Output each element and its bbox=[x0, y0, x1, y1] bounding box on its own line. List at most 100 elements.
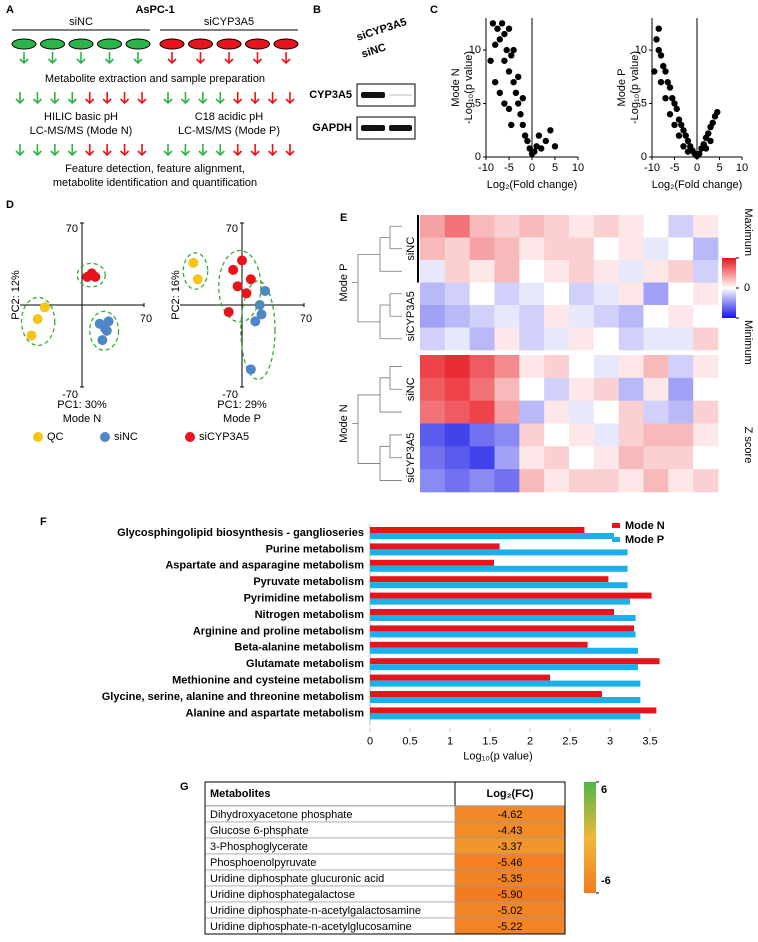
heatmap-cell bbox=[569, 282, 595, 306]
heatmap-cell bbox=[593, 327, 619, 351]
data-point bbox=[671, 100, 678, 107]
arrow bbox=[32, 92, 42, 105]
heatmap-cell bbox=[668, 282, 694, 306]
bar bbox=[370, 549, 628, 556]
category-label: Glutamate metabolism bbox=[246, 658, 364, 670]
arrow bbox=[268, 92, 278, 105]
bar bbox=[370, 697, 641, 703]
heatmap-cell bbox=[693, 237, 719, 261]
heatmap-cell bbox=[668, 469, 694, 493]
data-point bbox=[707, 137, 714, 145]
heatmap-cell bbox=[444, 260, 470, 283]
data-point bbox=[519, 94, 526, 102]
heatmap-cell bbox=[593, 305, 619, 328]
x-axis-label: Log₁₀(p value) bbox=[463, 751, 532, 763]
heatmap-cell bbox=[420, 215, 446, 238]
colorbar-label: Minimum bbox=[742, 320, 754, 365]
x-tick-label: -10 bbox=[478, 162, 494, 174]
group-label: siCYP3A5 bbox=[405, 433, 417, 483]
data-point bbox=[241, 288, 252, 299]
heatmap-cell bbox=[693, 377, 719, 401]
heatmap-cell bbox=[569, 469, 595, 493]
lane-label: siNC bbox=[360, 41, 388, 60]
data-point bbox=[714, 108, 721, 116]
bar bbox=[370, 625, 634, 632]
bar bbox=[370, 691, 602, 697]
heatmap-cell bbox=[618, 423, 644, 447]
panel-label: A bbox=[6, 4, 14, 16]
x-axis-label: PC1: 29% bbox=[217, 399, 267, 411]
heatmap-cell bbox=[420, 469, 446, 493]
workflow-step: HILIC basic pH bbox=[44, 111, 118, 123]
mode-label: Mode N bbox=[338, 404, 350, 443]
data-point bbox=[188, 257, 199, 268]
panel-label: D bbox=[6, 199, 14, 211]
data-point bbox=[669, 94, 676, 102]
data-point bbox=[538, 145, 545, 152]
workflow-step: LC-MS/MS (Mode N) bbox=[30, 125, 133, 137]
heatmap-cell bbox=[593, 446, 619, 470]
data-point bbox=[501, 30, 508, 38]
arrow bbox=[233, 92, 243, 105]
arrow bbox=[102, 144, 112, 157]
legend-swatch bbox=[612, 537, 620, 542]
data-point bbox=[232, 281, 243, 292]
bar bbox=[370, 664, 638, 671]
heatmap-cell bbox=[668, 355, 694, 379]
group-ellipse bbox=[20, 296, 56, 347]
x-tick-label: 2.5 bbox=[562, 736, 577, 748]
blot-frame bbox=[356, 116, 416, 140]
heatmap-cell bbox=[519, 282, 545, 306]
heatmap-cell bbox=[420, 355, 446, 379]
heatmap-cell bbox=[544, 423, 570, 447]
y-tick-label: -70 bbox=[62, 389, 78, 401]
data-point bbox=[492, 41, 499, 48]
workflow-title: AsPC-1 bbox=[135, 4, 174, 16]
data-point bbox=[653, 36, 660, 43]
x-axis-label: Log₂(Fold change) bbox=[652, 179, 743, 191]
heatmap-cell bbox=[643, 469, 669, 493]
bar bbox=[370, 647, 638, 654]
heatmap-cell bbox=[668, 446, 694, 470]
x-tick-label: -10 bbox=[644, 162, 660, 174]
heatmap-cell bbox=[569, 237, 595, 261]
bar bbox=[370, 565, 628, 572]
arrow bbox=[224, 52, 234, 65]
data-point bbox=[682, 132, 689, 139]
heatmap-cell bbox=[668, 305, 694, 328]
workflow-step: metabolite identification and quantifica… bbox=[53, 177, 257, 189]
arrow bbox=[120, 144, 130, 157]
column-header: Log₂(FC) bbox=[486, 788, 533, 800]
data-point bbox=[662, 94, 669, 102]
x-tick-label: 5 bbox=[552, 162, 558, 174]
data-point bbox=[245, 274, 256, 285]
metabolite-name: 3-Phosphoglycerate bbox=[210, 841, 308, 853]
x-tick-label: 10 bbox=[572, 162, 584, 174]
heatmap-cell bbox=[593, 237, 619, 261]
x-tick-label: 1 bbox=[447, 736, 453, 748]
y-tick-label: 70 bbox=[66, 223, 78, 235]
colorbar bbox=[722, 258, 736, 318]
heatmap-cell bbox=[469, 469, 495, 493]
value-label: -5.35 bbox=[497, 873, 522, 885]
category-label: Nitrogen metabolism bbox=[255, 609, 365, 621]
group-ellipse bbox=[218, 249, 262, 323]
heatmap-cell bbox=[693, 305, 719, 328]
heatmap-cell bbox=[569, 400, 595, 424]
data-point bbox=[535, 132, 543, 139]
panel-label: G bbox=[180, 781, 189, 793]
data-point bbox=[505, 25, 513, 32]
data-point bbox=[524, 137, 531, 145]
arrow bbox=[215, 144, 225, 157]
heatmap-cell bbox=[693, 355, 719, 379]
x-tick-label: 3.5 bbox=[642, 736, 657, 748]
data-point bbox=[671, 121, 678, 129]
culture-dish bbox=[97, 38, 122, 50]
legend-label: Mode P bbox=[625, 534, 664, 546]
data-point bbox=[705, 130, 712, 137]
heatmap-cell bbox=[444, 377, 470, 401]
heatmap-cell bbox=[519, 215, 545, 238]
mode-label: Mode P bbox=[223, 413, 261, 425]
panel-label: B bbox=[313, 4, 321, 16]
heatmap-cell bbox=[444, 423, 470, 447]
